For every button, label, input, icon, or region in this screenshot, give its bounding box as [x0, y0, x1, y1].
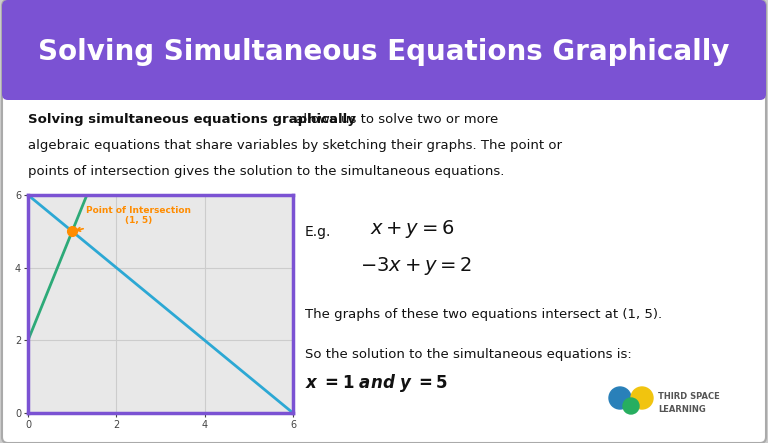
Text: Solving Simultaneous Equations Graphically: Solving Simultaneous Equations Graphical… [38, 38, 730, 66]
Text: E.g.: E.g. [305, 225, 331, 239]
Text: $\bfit{x}$ $\mathbf{=1}$ $\bfit{and}$ $\bfit{y}$ $\mathbf{= 5}$: $\bfit{x}$ $\mathbf{=1}$ $\bfit{and}$ $\… [305, 372, 448, 394]
Text: $-3x + y = 2$: $-3x + y = 2$ [360, 255, 472, 277]
FancyBboxPatch shape [2, 0, 766, 100]
Text: So the solution to the simultaneous equations is:: So the solution to the simultaneous equa… [305, 348, 632, 361]
Circle shape [631, 387, 653, 409]
Text: points of intersection gives the solution to the simultaneous equations.: points of intersection gives the solutio… [28, 165, 505, 178]
Text: $x + y = 6$: $x + y = 6$ [370, 218, 455, 240]
Text: LEARNING: LEARNING [658, 405, 706, 414]
Circle shape [623, 398, 639, 414]
Text: Point of Intersection
(1, 5): Point of Intersection (1, 5) [77, 206, 191, 231]
Text: THIRD SPACE: THIRD SPACE [658, 392, 720, 401]
Text: The graphs of these two equations intersect at (1, 5).: The graphs of these two equations inters… [305, 308, 662, 321]
Circle shape [609, 387, 631, 409]
Bar [8, 60, 760, 100]
Text: Solving simultaneous equations graphically: Solving simultaneous equations graphical… [28, 113, 356, 126]
Text: algebraic equations that share variables by sketching their graphs. The point or: algebraic equations that share variables… [28, 139, 562, 152]
Text: allows us to solve two or more: allows us to solve two or more [291, 113, 498, 126]
